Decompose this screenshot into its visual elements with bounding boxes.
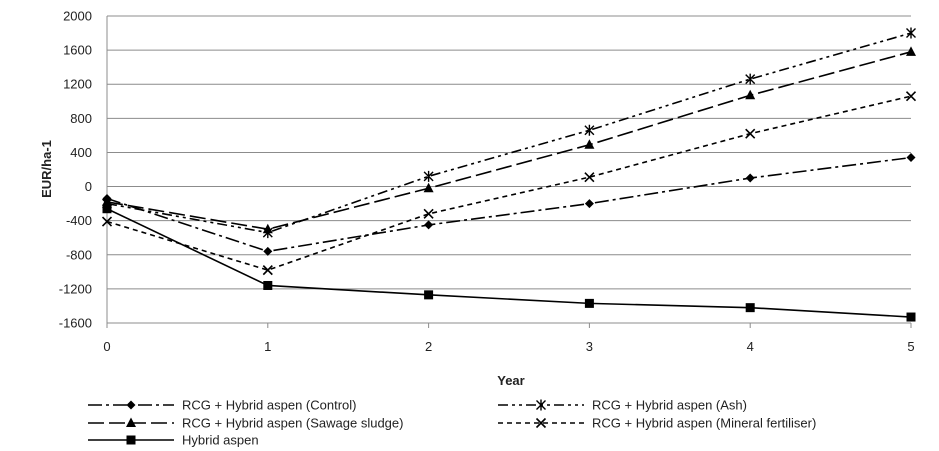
y-axis-ticks: -1600 -1200 -800 -400 0 400 800 1200 1600 2000 <box>59 9 92 331</box>
x-tick-label: 0 <box>103 339 110 354</box>
series-3 <box>101 91 917 276</box>
y-tick-label: -800 <box>66 247 92 262</box>
data-point <box>262 223 273 234</box>
data-point <box>423 208 434 219</box>
legend-swatch-marker <box>126 435 136 445</box>
legend-entry: RCG + Hybrid aspen (Mineral fertiliser) <box>498 416 816 431</box>
y-tick-label: 400 <box>70 145 92 160</box>
legend-label: RCG + Hybrid aspen (Control) <box>182 398 356 413</box>
x-axis-ticks: 0 1 2 3 4 5 <box>103 323 915 354</box>
legend-swatch-marker <box>126 417 136 427</box>
legend-entry: RCG + Hybrid aspen (Control) <box>88 398 356 413</box>
data-point <box>263 280 273 290</box>
data-point <box>745 128 756 139</box>
data-point <box>906 153 916 163</box>
y-tick-label: 1200 <box>63 77 92 92</box>
series-1 <box>102 27 916 239</box>
data-point <box>263 246 273 256</box>
data-point <box>584 139 595 149</box>
data-point <box>423 182 434 193</box>
data-point <box>745 89 756 100</box>
y-tick-label: 0 <box>85 179 92 194</box>
x-tick-label: 5 <box>907 339 914 354</box>
data-point <box>101 216 113 227</box>
legend-swatch-marker <box>535 417 547 429</box>
data-point <box>102 196 112 206</box>
series-line <box>106 156 912 253</box>
data-point <box>584 298 594 308</box>
data-point <box>905 91 917 102</box>
y-tick-label: 800 <box>70 111 92 126</box>
legend-entry: Hybrid aspen <box>88 433 259 448</box>
series-2 <box>102 46 916 234</box>
data-point <box>584 124 595 136</box>
y-axis-title: EUR/ha-1 <box>39 140 54 198</box>
series-4 <box>102 204 916 322</box>
legend-swatch-marker <box>536 399 546 411</box>
legend-entry: RCG + Hybrid aspen (Sawage sludge) <box>88 416 403 431</box>
series-line <box>106 208 912 318</box>
y-tick-label: -1200 <box>59 281 92 296</box>
gridlines <box>106 15 911 324</box>
data-point <box>424 290 434 300</box>
x-tick-label: 4 <box>747 339 754 354</box>
data-point <box>906 27 916 39</box>
series-lines <box>101 27 917 322</box>
series-line <box>106 51 912 231</box>
y-tick-label: 2000 <box>63 9 92 24</box>
legend-label: RCG + Hybrid aspen (Mineral fertiliser) <box>592 416 816 431</box>
legend-label: RCG + Hybrid aspen (Ash) <box>592 398 747 413</box>
legend: RCG + Hybrid aspen (Control) RCG + Hybrid… <box>88 398 816 448</box>
series-0 <box>102 153 916 256</box>
data-point <box>584 172 595 183</box>
x-tick-label: 2 <box>425 339 432 354</box>
data-point <box>906 312 916 322</box>
y-tick-label: -1600 <box>59 316 92 331</box>
data-point <box>584 199 594 209</box>
y-tick-label: -400 <box>66 213 92 228</box>
legend-label: Hybrid aspen <box>182 433 259 448</box>
legend-label: RCG + Hybrid aspen (Sawage sludge) <box>182 416 403 431</box>
data-point <box>424 220 434 230</box>
data-point <box>745 73 756 85</box>
data-point <box>102 204 112 214</box>
y-tick-label: 1600 <box>63 43 92 58</box>
data-point <box>745 173 755 183</box>
series-line <box>106 95 912 271</box>
data-point <box>423 170 434 182</box>
legend-entry: RCG + Hybrid aspen (Ash) <box>498 398 747 413</box>
data-point <box>745 303 755 313</box>
legend-swatch-marker <box>126 400 136 410</box>
x-tick-label: 1 <box>264 339 271 354</box>
series-line <box>106 32 912 234</box>
x-tick-label: 3 <box>586 339 593 354</box>
x-axis-title: Year <box>497 373 524 388</box>
data-point <box>906 46 916 56</box>
data-point <box>262 265 273 276</box>
